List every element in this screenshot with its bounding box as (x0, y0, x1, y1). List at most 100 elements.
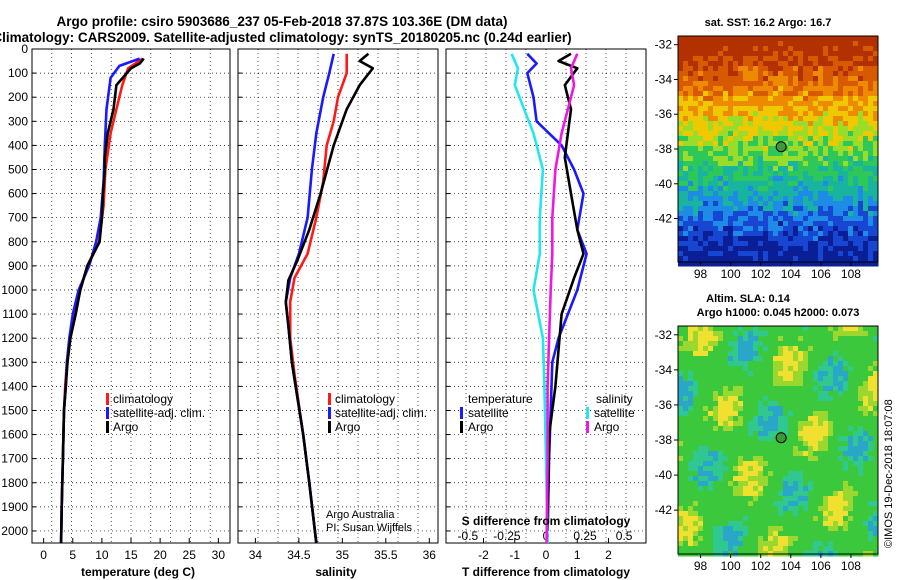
map-cell (873, 526, 879, 532)
map-cell (688, 471, 694, 477)
map-cell (843, 441, 849, 447)
map-cell (693, 476, 699, 482)
map-cell (768, 151, 774, 157)
map-cell (808, 331, 814, 337)
map-cell (773, 366, 779, 372)
map-cell (873, 136, 879, 142)
map-cell (873, 511, 879, 517)
map-cell (848, 446, 854, 452)
map-cell (833, 536, 839, 542)
map-cell (838, 341, 844, 347)
map-cell (698, 401, 704, 407)
map-cell (773, 401, 779, 407)
map-cell (818, 91, 824, 97)
map-cell (853, 331, 859, 337)
map-cell (808, 141, 814, 147)
map-cell (798, 146, 804, 152)
map-cell (808, 181, 814, 187)
map-cell (808, 486, 814, 492)
map-cell (858, 491, 864, 497)
map-cell (713, 411, 719, 417)
map-cell (838, 66, 844, 72)
map-cell (813, 241, 819, 247)
map-cell (733, 41, 739, 47)
map-cell (743, 61, 749, 67)
map-cell (823, 421, 829, 427)
map-cell (778, 186, 784, 192)
map-cell (833, 181, 839, 187)
map-cell (683, 471, 689, 477)
map-cell (808, 241, 814, 247)
map-cell (683, 356, 689, 362)
map-cell (753, 221, 759, 227)
map-cell (763, 346, 769, 352)
map-cell (848, 146, 854, 152)
map-cell (708, 236, 714, 242)
map-cell (783, 541, 789, 547)
map-cell (748, 521, 754, 527)
map-cell (803, 451, 809, 457)
map-cell (868, 126, 874, 132)
map-cell (703, 66, 709, 72)
map-cell (828, 146, 834, 152)
map-cell (798, 111, 804, 117)
map-cell (683, 456, 689, 462)
map-cell (698, 336, 704, 342)
map-cell (753, 331, 759, 337)
map-cell (783, 86, 789, 92)
map-cell (713, 256, 719, 262)
map-cell (823, 106, 829, 112)
map-cell (838, 366, 844, 372)
map-cell (858, 461, 864, 467)
map-cell (793, 146, 799, 152)
map-cell (813, 401, 819, 407)
map-cell (838, 256, 844, 262)
map-cell (823, 451, 829, 457)
map-cell (753, 476, 759, 482)
map-cell (823, 231, 829, 237)
map-cell (693, 176, 699, 182)
map-cell (713, 241, 719, 247)
map-cell (863, 411, 869, 417)
map-cell (848, 221, 854, 227)
map-cell (838, 156, 844, 162)
map-cell (743, 471, 749, 477)
map-cell (753, 346, 759, 352)
map-cell (858, 41, 864, 47)
map-cell (708, 331, 714, 337)
map-cell (748, 256, 754, 262)
map-cell (788, 241, 794, 247)
map-cell (843, 476, 849, 482)
map-cell (798, 151, 804, 157)
map-cell (828, 476, 834, 482)
map-cell (693, 56, 699, 62)
map-cell (708, 171, 714, 177)
map-cell (838, 41, 844, 47)
map-cell (808, 521, 814, 527)
map-cell (768, 46, 774, 52)
map-cell (708, 356, 714, 362)
map-cell (833, 421, 839, 427)
map-cell (828, 481, 834, 487)
map-cell (753, 56, 759, 62)
map-cell (708, 456, 714, 462)
map-cell (853, 391, 859, 397)
map-cell (858, 171, 864, 177)
map-cell (863, 136, 869, 142)
map-cell (808, 126, 814, 132)
map-cell (698, 256, 704, 262)
map-cell (783, 331, 789, 337)
map-cell (808, 201, 814, 207)
map-cell (798, 526, 804, 532)
map-cell (698, 546, 704, 552)
map-cell (873, 221, 879, 227)
depth-tick-label: 300 (8, 114, 28, 128)
map-cell (863, 451, 869, 457)
map-cell (718, 481, 724, 487)
map-cell (678, 176, 684, 182)
map-cell (803, 111, 809, 117)
map-cell (718, 346, 724, 352)
map-cell (783, 166, 789, 172)
map-cell (683, 336, 689, 342)
map-cell (863, 261, 869, 267)
